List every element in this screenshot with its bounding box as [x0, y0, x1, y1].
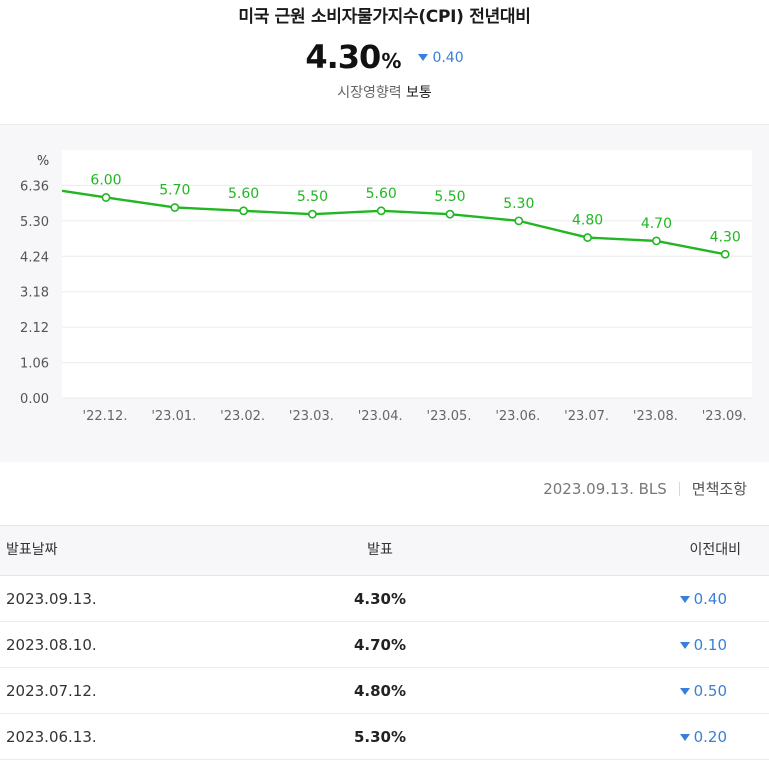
row-date: 2023.09.13. — [6, 590, 97, 608]
data-label: 5.70 — [159, 182, 190, 198]
data-point — [239, 206, 248, 216]
row-change-value: 0.10 — [693, 636, 727, 654]
table-row: 2023.08.10. 4.70% 0.10 — [0, 622, 769, 668]
row-value: 4.30% — [353, 590, 407, 608]
source-row: 2023.09.13. BLS 면책조항 — [543, 478, 747, 499]
down-triangle-icon — [679, 596, 690, 603]
table-row: 2023.06.13. 5.30% 0.20 — [0, 714, 769, 760]
data-label: 5.50 — [434, 189, 465, 205]
data-label: 4.70 — [641, 216, 672, 232]
x-tick-label: '23.01. — [151, 409, 196, 424]
down-triangle-icon — [679, 734, 690, 741]
data-label: 5.60 — [228, 186, 259, 202]
x-tick-label: '23.06. — [495, 409, 540, 424]
header-date: 발표날짜 — [6, 542, 58, 558]
data-label: 5.50 — [297, 189, 328, 205]
data-point — [720, 249, 730, 259]
data-point — [307, 209, 317, 219]
y-tick-label: 4.24 — [20, 250, 49, 265]
data-label: 4.30 — [710, 229, 741, 245]
row-change-value: 0.50 — [693, 682, 727, 700]
cpi-line-chart: % 0.00 1.06 2.12 3.18 4.24 5.30 6.36 '22.12. '23.… — [20, 150, 752, 424]
x-tick-label: '23.02. — [220, 409, 265, 424]
x-tick-label: '22.12. — [83, 409, 128, 424]
release-table: 발표날짜 발표 이전대비 2023.09.13. 4.30% 0.40 2023… — [0, 525, 769, 760]
market-influence: 시장영향력 보통 — [0, 82, 769, 102]
y-tick-label: 3.18 — [20, 286, 49, 301]
y-unit-label: % — [37, 154, 49, 169]
row-date: 2023.08.10. — [6, 636, 97, 654]
table-row: 2023.09.13. 4.30% 0.40 — [0, 576, 769, 622]
row-value: 5.30% — [353, 728, 407, 746]
change-indicator: 0.40 — [418, 50, 464, 66]
influence-value: 보통 — [406, 85, 432, 101]
y-tick-label: 2.12 — [20, 321, 49, 336]
row-date: 2023.07.12. — [6, 682, 97, 700]
x-tick-label: '23.04. — [358, 409, 403, 424]
x-tick-label: '23.08. — [633, 409, 678, 424]
down-triangle-icon — [418, 54, 429, 61]
row-value: 4.80% — [353, 682, 407, 700]
x-tick-label: '23.07. — [564, 409, 609, 424]
divider — [678, 482, 680, 496]
data-point — [376, 206, 386, 216]
current-value-row: 4.30% 0.40 — [0, 38, 769, 76]
header-value: 발표 — [367, 542, 393, 558]
data-label: 6.00 — [90, 172, 121, 188]
y-tick-label: 1.06 — [20, 357, 49, 372]
data-label: 5.60 — [366, 186, 397, 202]
page-title: 미국 근원 소비자물가지수(CPI) 전년대비 — [238, 7, 531, 27]
table-row: 2023.07.12. 4.80% 0.50 — [0, 668, 769, 714]
row-change: 0.50 — [679, 668, 727, 714]
y-tick-label: 0.00 — [20, 392, 49, 407]
plot-area — [62, 150, 752, 398]
row-change: 0.40 — [679, 576, 727, 622]
influence-label: 시장영향력 — [337, 85, 402, 101]
current-value: 4.30 — [305, 38, 381, 76]
data-point — [652, 236, 661, 246]
header-change: 이전대비 — [689, 542, 741, 558]
row-change-value: 0.20 — [693, 728, 727, 746]
data-point — [583, 233, 592, 242]
data-point — [514, 216, 524, 226]
data-label: 4.80 — [572, 213, 603, 229]
change-value: 0.40 — [432, 50, 464, 66]
down-triangle-icon — [679, 642, 690, 649]
row-change: 0.10 — [679, 622, 727, 668]
y-tick-label: 5.30 — [20, 215, 49, 230]
x-tick-label: '23.09. — [702, 409, 747, 424]
source-text: 2023.09.13. BLS — [543, 480, 667, 498]
row-change: 0.20 — [679, 714, 727, 760]
table-header: 발표날짜 발표 이전대비 — [0, 526, 769, 576]
data-point — [170, 203, 180, 212]
down-triangle-icon — [679, 688, 690, 695]
chart-panel: % 0.00 1.06 2.12 3.18 4.24 5.30 6.36 '22.12. '23.… — [0, 124, 769, 462]
data-point — [445, 209, 455, 219]
row-value: 4.70% — [353, 636, 407, 654]
disclaimer-link[interactable]: 면책조항 — [691, 480, 747, 498]
x-tick-label: '23.03. — [289, 409, 334, 424]
row-change-value: 0.40 — [693, 590, 727, 608]
x-tick-label: '23.05. — [427, 409, 472, 424]
current-value-unit: % — [381, 49, 402, 73]
data-point — [101, 193, 111, 202]
data-label: 5.30 — [503, 196, 534, 212]
y-tick-label: 6.36 — [20, 179, 49, 194]
row-date: 2023.06.13. — [6, 728, 97, 746]
